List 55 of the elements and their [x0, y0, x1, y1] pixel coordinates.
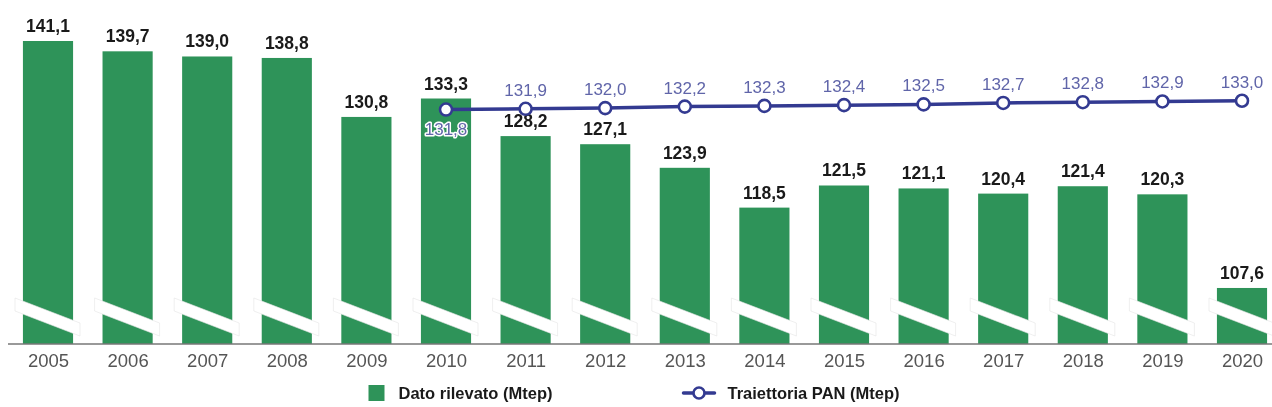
x-tick-label: 2008 — [266, 350, 308, 372]
x-tick-label: 2014 — [744, 350, 786, 372]
x-tick-label: 2005 — [27, 350, 70, 372]
x-tick-label: 2016 — [903, 350, 945, 372]
x-tick-label: 2020 — [1221, 350, 1264, 372]
data-label: 133,0 — [1220, 72, 1264, 92]
legend-label: Dato rilevato (Mtep) — [398, 384, 553, 402]
point — [1155, 94, 1170, 109]
point — [1234, 93, 1250, 109]
data-label: 132,3 — [743, 77, 786, 97]
data-label: 121,4 — [1060, 161, 1105, 182]
data-label: 127,1 — [583, 119, 628, 140]
data-label: 130,8 — [344, 91, 389, 112]
data-label: 132,7 — [981, 74, 1025, 94]
x-tick-label: 2013 — [664, 350, 706, 372]
data-label: 139,7 — [105, 26, 150, 47]
x-tick-label: 2017 — [983, 350, 1025, 372]
data-label: 132,5 — [902, 76, 945, 96]
data-label: 133,3 — [424, 73, 469, 94]
data-label: 132,2 — [663, 78, 707, 98]
point — [438, 102, 454, 117]
data-label: 138,8 — [264, 32, 309, 53]
x-tick-label: 2007 — [187, 350, 229, 372]
data-label: 121,1 — [901, 163, 946, 184]
data-label: 132,4 — [822, 77, 866, 97]
x-tick-label: 2015 — [823, 350, 866, 372]
data-label: 107,6 — [1220, 262, 1265, 283]
point — [916, 97, 931, 112]
point — [597, 100, 613, 116]
data-label: 139,0 — [185, 31, 230, 52]
data-label: 123,9 — [662, 142, 707, 163]
data-label: 132,9 — [1141, 73, 1184, 93]
data-label: 131,8 — [424, 119, 468, 139]
data-label: 120,4 — [981, 168, 1026, 189]
data-label: 132,8 — [1061, 74, 1105, 94]
data-label: 120,3 — [1140, 169, 1185, 190]
x-tick-label: 2019 — [1142, 350, 1184, 372]
point — [995, 95, 1011, 111]
x-tick-label: 2011 — [506, 350, 546, 372]
point — [677, 99, 693, 114]
legend-label: Traiettoria PAN (Mtep) — [727, 384, 900, 402]
data-label: 141,1 — [26, 16, 71, 36]
x-tick-label: 2018 — [1062, 350, 1104, 372]
data-label: 131,9 — [504, 80, 547, 100]
x-tick-label: 2006 — [107, 350, 149, 372]
data-label: 121,5 — [822, 160, 867, 181]
point — [836, 97, 852, 113]
point — [757, 98, 772, 114]
point — [1075, 94, 1091, 110]
data-label: 118,5 — [742, 182, 787, 203]
x-tick-label: 2010 — [425, 350, 468, 372]
data-label: 128,2 — [503, 111, 548, 132]
x-tick-label: 2009 — [346, 350, 388, 372]
x-tick-label: 2012 — [585, 350, 627, 372]
data-label: 132,0 — [583, 80, 627, 100]
